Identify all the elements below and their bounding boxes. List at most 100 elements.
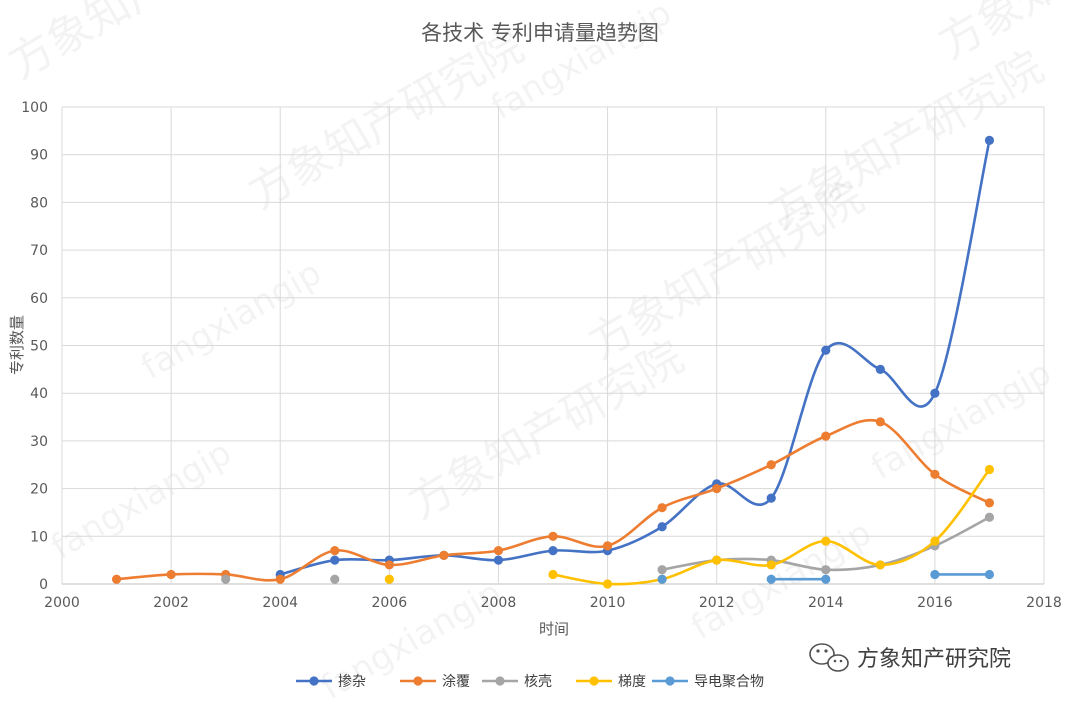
y-tick-label: 60	[30, 291, 48, 307]
data-point	[712, 555, 722, 565]
data-point	[766, 574, 776, 584]
series-5	[657, 569, 995, 584]
data-point	[930, 469, 940, 479]
x-tick-label: 2008	[481, 595, 517, 611]
data-point	[493, 546, 504, 556]
data-point	[875, 364, 885, 374]
watermark-text: fangxiangip	[135, 253, 329, 388]
data-point	[821, 345, 831, 355]
x-axis-title: 时间	[539, 620, 569, 638]
x-tick-label: 2000	[44, 595, 80, 611]
data-point	[875, 560, 885, 570]
x-tick-label: 2006	[372, 595, 408, 611]
data-point	[493, 555, 504, 565]
y-tick-label: 20	[30, 482, 48, 498]
x-tick-label: 2018	[1026, 595, 1062, 611]
brand-mark: 方象知产研究院	[809, 643, 1011, 672]
x-axis-ticks: 2000 2002 2004 2006 2008 2010 2012 2014 2016 2018	[44, 595, 1062, 611]
data-point	[111, 574, 122, 584]
legend-label: 掺杂	[338, 673, 366, 690]
series-line	[552, 468, 991, 586]
series-1	[275, 135, 995, 580]
y-tick-label: 50	[30, 339, 48, 355]
data-point	[712, 484, 722, 494]
watermark-text: fangxiangip	[45, 433, 239, 568]
y-tick-label: 0	[39, 577, 48, 593]
x-tick-label: 2012	[699, 595, 735, 611]
data-point	[275, 574, 285, 584]
data-point	[657, 574, 667, 584]
legend-label: 涂覆	[442, 674, 470, 690]
data-point	[548, 569, 558, 580]
y-tick-label: 100	[21, 100, 48, 116]
series-layer	[111, 135, 995, 589]
wechat-icon	[809, 643, 849, 672]
data-point	[602, 541, 613, 551]
data-point	[930, 536, 940, 546]
data-point	[548, 546, 558, 556]
data-point	[766, 493, 776, 503]
x-tick-label: 2002	[153, 595, 189, 611]
data-point	[875, 417, 885, 427]
data-point	[384, 560, 394, 570]
legend-label: 梯度	[618, 674, 646, 690]
legend-item: 导电聚合物	[652, 674, 764, 690]
x-tick-label: 2014	[808, 595, 844, 611]
x-tick-label: 2004	[262, 595, 298, 611]
y-axis-ticks: 0 10 20 30 40 50 60 70 80 90 100	[21, 100, 48, 593]
series-2	[111, 417, 995, 584]
data-point	[330, 546, 340, 556]
legend-marker	[495, 676, 505, 686]
data-point	[766, 460, 776, 470]
legend-marker	[413, 676, 423, 686]
legend-item: 核壳	[482, 673, 552, 690]
data-point	[821, 431, 831, 441]
data-point	[221, 574, 231, 584]
brand-text: 方象知产研究院	[857, 647, 1011, 672]
data-point	[821, 574, 831, 584]
legend-item: 涂覆	[400, 674, 470, 690]
y-axis-title: 专利数量	[8, 315, 26, 375]
data-point	[602, 579, 613, 589]
y-tick-label: 40	[30, 386, 48, 402]
y-tick-label: 30	[30, 434, 48, 450]
chart-title: 各技术 专利申请量趋势图	[421, 21, 659, 45]
data-point	[166, 569, 176, 580]
y-tick-label: 70	[30, 243, 48, 259]
legend-label: 导电聚合物	[694, 674, 764, 690]
grid-lines	[61, 106, 1045, 585]
data-point	[330, 555, 340, 565]
y-tick-label: 80	[30, 195, 48, 211]
data-point	[330, 574, 340, 584]
watermark-text: 方象知产研究院	[760, 41, 1052, 239]
data-point	[984, 498, 995, 508]
data-point	[984, 464, 995, 475]
series-line	[279, 140, 991, 576]
watermark-text: 方象知产研究院	[400, 331, 692, 529]
data-point	[984, 569, 995, 580]
data-point	[657, 565, 667, 575]
x-tick-label: 2010	[590, 595, 626, 611]
data-point	[439, 550, 449, 560]
data-point	[930, 388, 940, 398]
legend-item: 梯度	[576, 674, 646, 690]
y-tick-label: 10	[30, 529, 48, 545]
data-point	[984, 512, 995, 522]
data-point	[657, 522, 667, 532]
y-tick-label: 90	[30, 148, 48, 164]
data-point	[766, 560, 776, 570]
legend-marker	[309, 676, 319, 686]
watermark-text: 方象知产研究院	[0, 0, 292, 90]
watermark-text: 方象知产研究院	[240, 21, 532, 219]
data-point	[821, 565, 831, 575]
x-tick-label: 2016	[917, 595, 953, 611]
series-4	[384, 464, 995, 589]
data-point	[548, 531, 558, 541]
legend-label: 核壳	[524, 673, 552, 690]
watermark-text: fangxiangip	[865, 353, 1059, 488]
legend-item: 掺杂	[296, 673, 366, 690]
data-point	[384, 574, 394, 584]
data-point	[657, 503, 667, 513]
data-point	[821, 536, 831, 546]
